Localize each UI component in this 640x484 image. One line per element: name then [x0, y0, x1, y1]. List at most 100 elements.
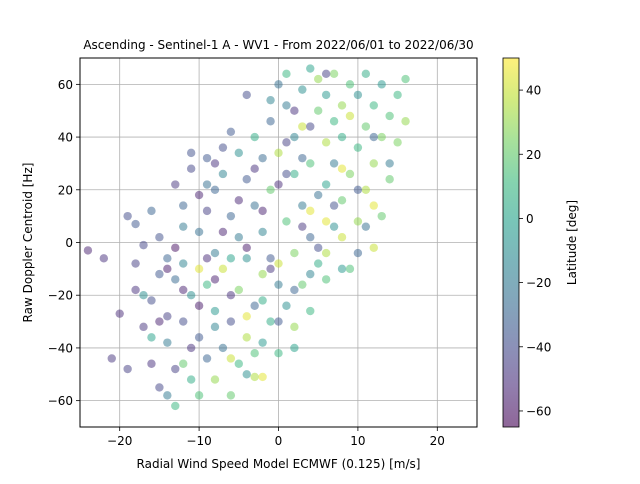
data-point	[179, 359, 188, 368]
data-point	[282, 69, 291, 79]
data-point	[226, 127, 236, 136]
data-point	[266, 185, 275, 194]
data-point	[194, 301, 204, 310]
data-point	[147, 359, 156, 368]
data-point	[314, 190, 323, 200]
data-point	[290, 132, 299, 142]
y-axis-label: Raw Doppler Centroid [Hz]	[21, 163, 35, 323]
data-point	[314, 74, 323, 84]
data-point	[194, 190, 204, 200]
colorbar-ticks: −60 −40 −20 0 20 40	[519, 84, 551, 418]
data-point	[337, 233, 347, 242]
data-point	[401, 74, 410, 84]
x-tick-label: −20	[107, 434, 132, 448]
data-point	[282, 169, 291, 179]
data-point	[186, 164, 196, 173]
data-point	[393, 138, 402, 147]
data-point	[234, 233, 243, 242]
data-point	[274, 80, 283, 89]
x-tick-label: −10	[186, 434, 211, 448]
data-point	[163, 338, 172, 347]
data-point	[250, 349, 259, 358]
data-point	[385, 111, 394, 121]
data-point	[83, 246, 93, 255]
data-point	[171, 243, 180, 252]
data-point	[258, 206, 267, 216]
x-axis-ticks: −20 −10 0 10 20	[107, 427, 445, 448]
data-point	[210, 375, 220, 384]
data-point	[369, 243, 378, 252]
data-point	[202, 354, 212, 363]
colorbar-tick-label: −60	[526, 404, 551, 418]
y-tick-label: −40	[48, 341, 73, 355]
data-point	[226, 291, 236, 300]
data-point	[179, 259, 188, 268]
data-point	[266, 264, 275, 274]
data-point	[226, 354, 236, 363]
data-point	[306, 64, 315, 73]
data-point	[139, 240, 148, 250]
data-point	[250, 372, 259, 382]
data-point	[321, 275, 331, 284]
data-point	[179, 201, 188, 210]
data-point	[329, 201, 339, 210]
data-point	[361, 222, 371, 231]
data-point	[306, 206, 315, 216]
data-point	[250, 164, 259, 173]
data-point	[194, 227, 204, 237]
data-point	[131, 219, 140, 229]
data-point	[361, 69, 371, 79]
data-point	[345, 111, 355, 121]
data-point	[242, 312, 251, 321]
data-point	[321, 69, 331, 79]
data-point	[274, 280, 283, 289]
data-point	[290, 322, 299, 332]
data-point	[179, 285, 188, 295]
data-point	[298, 85, 307, 94]
data-point	[321, 217, 331, 226]
data-point	[210, 306, 220, 316]
data-point	[258, 338, 267, 347]
data-point	[242, 90, 251, 100]
data-point	[210, 159, 220, 168]
data-point	[274, 180, 283, 189]
colorbar-tick-label: 40	[526, 84, 541, 98]
data-point	[290, 285, 299, 295]
data-point	[131, 285, 140, 295]
data-point	[210, 185, 220, 194]
colorbar-label: Latitude [deg]	[565, 200, 579, 285]
data-point	[314, 106, 323, 115]
data-point	[226, 317, 236, 326]
data-point	[377, 211, 386, 221]
data-point	[250, 201, 259, 210]
colorbar-gradient	[503, 58, 519, 427]
data-point	[306, 159, 315, 168]
data-point	[353, 90, 363, 100]
data-point	[337, 164, 347, 173]
data-points	[83, 64, 410, 411]
data-point	[274, 349, 283, 358]
data-point	[282, 301, 291, 310]
data-point	[369, 159, 378, 168]
data-point	[337, 101, 347, 110]
data-point	[139, 322, 148, 332]
data-point	[314, 243, 323, 252]
data-point	[186, 291, 196, 300]
data-point	[218, 143, 228, 152]
data-point	[369, 101, 378, 110]
data-point	[393, 90, 402, 100]
data-point	[155, 269, 164, 279]
data-point	[321, 180, 331, 189]
data-point	[329, 222, 339, 231]
data-point	[202, 180, 212, 189]
data-point	[194, 264, 204, 274]
data-point	[242, 175, 251, 184]
data-point	[242, 370, 251, 379]
data-point	[298, 122, 307, 131]
data-point	[274, 148, 283, 158]
data-point	[218, 264, 228, 274]
colorbar-tick-label: −40	[526, 340, 551, 354]
data-point	[250, 132, 259, 142]
data-point	[242, 333, 251, 342]
colorbar-tick-label: 20	[526, 148, 541, 162]
